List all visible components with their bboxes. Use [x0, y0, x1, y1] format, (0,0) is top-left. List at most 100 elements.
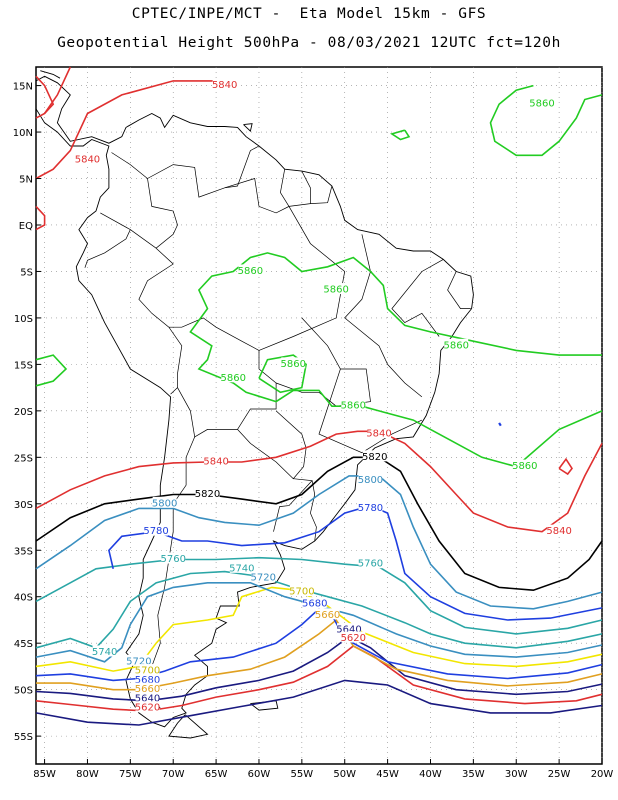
tierra-del-fuego-coast — [168, 714, 209, 739]
country-border — [301, 170, 311, 204]
country-border — [280, 169, 290, 207]
contour-label: 5860 — [341, 401, 366, 412]
contour-5860 — [489, 84, 603, 157]
contour-label: 5780 — [358, 503, 383, 514]
lon-tick-label: 60W — [248, 769, 271, 780]
country-border — [318, 368, 423, 454]
contour-5840-cell — [558, 457, 573, 476]
lon-tick-label: 85W — [33, 769, 56, 780]
caribbean-coast — [40, 70, 61, 79]
contour-label: 5720 — [126, 656, 151, 667]
contour-label: 5860 — [443, 340, 468, 351]
contour-label-bg — [358, 501, 383, 513]
contour-label-bg — [212, 78, 237, 90]
contour-label-bg — [144, 524, 169, 536]
lat-tick-label: 15N — [13, 82, 33, 93]
lat-tick-label: 35S — [14, 546, 33, 557]
contour-label-bg — [135, 701, 160, 713]
country-border — [391, 259, 444, 337]
contour-5860 — [389, 129, 411, 141]
contour-label: 5860 — [221, 373, 246, 384]
contour-5840 — [35, 430, 603, 533]
contour-label: 5680 — [302, 599, 327, 610]
lat-tick-label: 10N — [13, 128, 33, 139]
axis-ticks: 85W 80W 75W 70W 65W 60W 55W 50W 45W 40W 35W 30W 25W 2… — [13, 82, 614, 780]
lon-tick-label: 35W — [462, 769, 485, 780]
lon-tick-label: 70W — [162, 769, 185, 780]
contour-label: 5700 — [135, 666, 160, 677]
lat-tick-label: 40S — [14, 593, 33, 604]
contour-label: 5840 — [75, 154, 100, 165]
country-border — [237, 410, 307, 480]
contour-label-bg — [341, 399, 366, 411]
country-border — [138, 247, 183, 395]
lat-tick-label: EQ — [19, 221, 33, 232]
contour-dot — [498, 422, 502, 427]
contour-5840 — [35, 80, 225, 180]
contour-5620 — [35, 645, 603, 712]
lon-tick-label: 75W — [119, 769, 142, 780]
contour-label-bg — [135, 673, 160, 685]
country-border — [258, 206, 346, 351]
lat-tick-label: 15S — [14, 360, 33, 371]
contour-label: 5740 — [229, 563, 254, 574]
lat-tick-label: 5N — [19, 175, 33, 186]
contour-label-bg — [251, 571, 276, 583]
contour-label: 5840 — [203, 456, 228, 467]
contour-5820 — [35, 456, 603, 592]
contour-label-bg — [281, 357, 306, 369]
contour-label-bg — [229, 561, 254, 573]
country-border — [275, 317, 371, 407]
lat-tick-label: 45S — [14, 639, 33, 650]
contour-label: 5660 — [135, 684, 160, 695]
contour-label: 5720 — [251, 573, 276, 584]
contour-label: 5860 — [512, 461, 537, 472]
contour-label: 5760 — [160, 554, 185, 565]
lon-tick-label: 80W — [76, 769, 99, 780]
contour-label: 5840 — [212, 80, 237, 91]
contour-label: 5780 — [143, 526, 168, 537]
country-border — [273, 478, 313, 532]
contour-label: 5860 — [281, 359, 306, 370]
contour-label: 5640 — [336, 625, 361, 636]
country-border — [447, 271, 471, 309]
contour-label: 5660 — [315, 610, 340, 621]
contour-label: 5680 — [135, 675, 160, 686]
lon-tick-label: 20W — [591, 769, 614, 780]
contour-label-bg — [238, 264, 263, 276]
contour-label-bg — [126, 654, 151, 666]
contour-label: 5820 — [195, 489, 220, 500]
contour-label: 5860 — [529, 99, 554, 110]
contour-labels: 5840 5840 5860 5860 5860 5860 5860 5860 5860 5860… — [75, 78, 572, 714]
contour-5840 — [35, 205, 46, 231]
contour-label: 5820 — [362, 452, 387, 463]
country-border — [344, 234, 423, 398]
lon-tick-label: 40W — [419, 769, 442, 780]
contour-5700 — [35, 586, 603, 672]
contour-5680 — [35, 607, 603, 682]
contour-label-bg — [221, 371, 246, 383]
contour-5800 — [35, 475, 603, 610]
lat-tick-label: 10S — [14, 314, 33, 325]
lon-tick-label: 55W — [291, 769, 314, 780]
contour-5860 — [258, 354, 307, 394]
contour-label: 5800 — [152, 498, 177, 509]
contour-label-bg — [337, 623, 362, 635]
lon-tick-label: 30W — [505, 769, 528, 780]
contour-label-bg — [152, 496, 177, 508]
lon-tick-label: 25W — [548, 769, 571, 780]
lat-tick-label: 50S — [14, 686, 33, 697]
contour-label-bg — [341, 631, 366, 643]
contour-label-bg — [529, 97, 554, 109]
contour-label: 5840 — [366, 429, 391, 440]
lat-tick-label: 30S — [14, 500, 33, 511]
contour-label: 5700 — [289, 587, 314, 598]
contour-label-bg — [289, 585, 314, 597]
contour-label-bg — [204, 454, 229, 466]
country-border — [224, 178, 333, 214]
map-title: CPTEC/INPE/MCT - Eta Model 15km - GFS — [131, 6, 487, 22]
contour-label-bg — [92, 645, 117, 657]
contour-label: 5640 — [135, 693, 160, 704]
contour-label-bg — [324, 283, 349, 295]
